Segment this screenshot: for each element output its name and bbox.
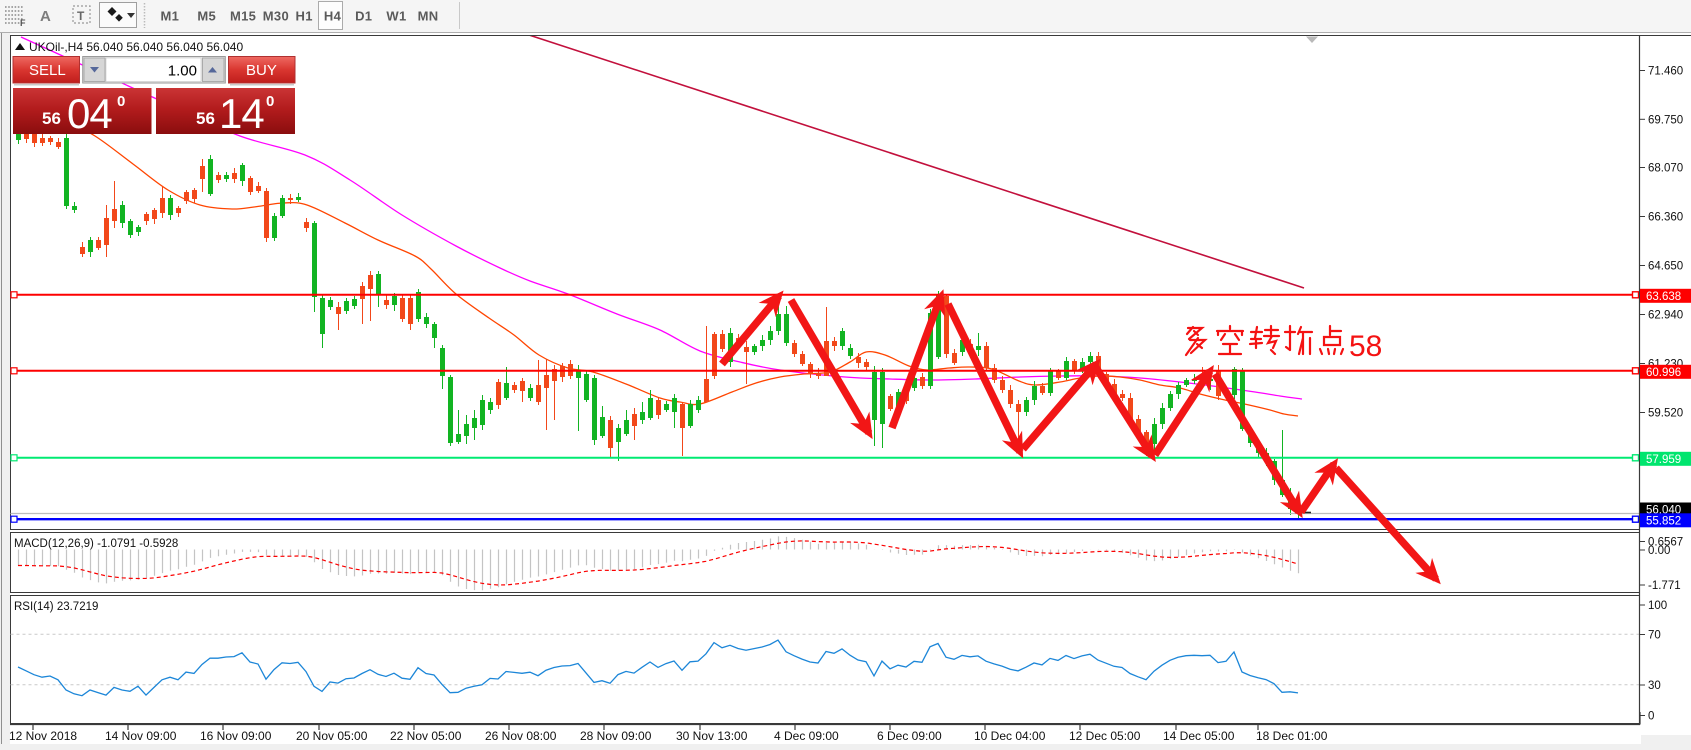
svg-text:MACD(12,26,9) -1.0791 -0.5928: MACD(12,26,9) -1.0791 -0.5928 bbox=[14, 538, 178, 550]
svg-text:D1: D1 bbox=[355, 9, 372, 24]
svg-text:12 Nov 2018: 12 Nov 2018 bbox=[9, 729, 77, 743]
svg-text:20 Nov 05:00: 20 Nov 05:00 bbox=[296, 729, 368, 743]
svg-text:-1.771: -1.771 bbox=[1648, 580, 1681, 592]
svg-text:10 Dec 04:00: 10 Dec 04:00 bbox=[974, 729, 1046, 743]
svg-text:12 Dec 05:00: 12 Dec 05:00 bbox=[1069, 729, 1141, 743]
svg-text:M15: M15 bbox=[230, 9, 256, 24]
svg-text:M5: M5 bbox=[197, 9, 216, 24]
svg-text:71.460: 71.460 bbox=[1648, 66, 1683, 78]
svg-text:100: 100 bbox=[1648, 600, 1667, 612]
svg-text:0: 0 bbox=[117, 93, 125, 110]
svg-text:14 Dec 05:00: 14 Dec 05:00 bbox=[1163, 729, 1235, 743]
svg-text:66.360: 66.360 bbox=[1648, 212, 1683, 224]
svg-text:16 Nov 09:00: 16 Nov 09:00 bbox=[200, 729, 272, 743]
svg-text:M30: M30 bbox=[263, 9, 289, 24]
svg-text:58: 58 bbox=[1349, 330, 1382, 363]
svg-text:W1: W1 bbox=[386, 9, 406, 24]
svg-text:68.070: 68.070 bbox=[1648, 163, 1683, 175]
svg-text:14 Nov 09:00: 14 Nov 09:00 bbox=[105, 729, 177, 743]
svg-text:1.00: 1.00 bbox=[168, 63, 197, 80]
svg-text:69.750: 69.750 bbox=[1648, 114, 1683, 126]
svg-text:30: 30 bbox=[1648, 680, 1661, 692]
svg-text:SELL: SELL bbox=[29, 62, 66, 79]
svg-text:4 Dec 09:00: 4 Dec 09:00 bbox=[774, 729, 839, 743]
svg-text:55.852: 55.852 bbox=[1646, 516, 1681, 528]
svg-text:56: 56 bbox=[196, 109, 215, 128]
svg-text:26 Nov 08:00: 26 Nov 08:00 bbox=[485, 729, 557, 743]
svg-text:62.940: 62.940 bbox=[1648, 310, 1683, 322]
svg-text:0.00: 0.00 bbox=[1648, 545, 1670, 557]
svg-text:18 Dec 01:00: 18 Dec 01:00 bbox=[1256, 729, 1328, 743]
svg-text:A: A bbox=[40, 8, 51, 25]
svg-text:0: 0 bbox=[1648, 711, 1654, 723]
svg-text:0: 0 bbox=[266, 93, 274, 110]
svg-text:70: 70 bbox=[1648, 630, 1661, 642]
svg-text:RSI(14) 23.7219: RSI(14) 23.7219 bbox=[14, 601, 98, 613]
svg-text:H4: H4 bbox=[324, 9, 342, 24]
svg-text:64.650: 64.650 bbox=[1648, 261, 1683, 273]
svg-text:14: 14 bbox=[219, 90, 264, 137]
svg-text:28 Nov 09:00: 28 Nov 09:00 bbox=[580, 729, 652, 743]
svg-text:30 Nov 13:00: 30 Nov 13:00 bbox=[676, 729, 748, 743]
svg-text:56: 56 bbox=[42, 109, 61, 128]
svg-text:63.638: 63.638 bbox=[1646, 291, 1681, 303]
svg-text:T: T bbox=[77, 9, 85, 23]
svg-text:UKOil-,H4 56.040 56.040 56.04: UKOil-,H4 56.040 56.040 56.040 56.040 bbox=[29, 40, 243, 54]
svg-text:H1: H1 bbox=[296, 9, 313, 24]
svg-text:57.959: 57.959 bbox=[1646, 454, 1681, 466]
svg-text:0.6567: 0.6567 bbox=[1648, 537, 1683, 549]
svg-text:M1: M1 bbox=[161, 9, 180, 24]
svg-text:60.996: 60.996 bbox=[1646, 367, 1681, 379]
svg-text:22 Nov 05:00: 22 Nov 05:00 bbox=[390, 729, 462, 743]
svg-text:04: 04 bbox=[67, 90, 112, 137]
svg-text:BUY: BUY bbox=[246, 62, 277, 79]
svg-text:MN: MN bbox=[418, 9, 439, 24]
svg-text:6 Dec 09:00: 6 Dec 09:00 bbox=[877, 729, 942, 743]
svg-text:59.520: 59.520 bbox=[1648, 408, 1683, 420]
svg-text:F: F bbox=[20, 18, 26, 28]
